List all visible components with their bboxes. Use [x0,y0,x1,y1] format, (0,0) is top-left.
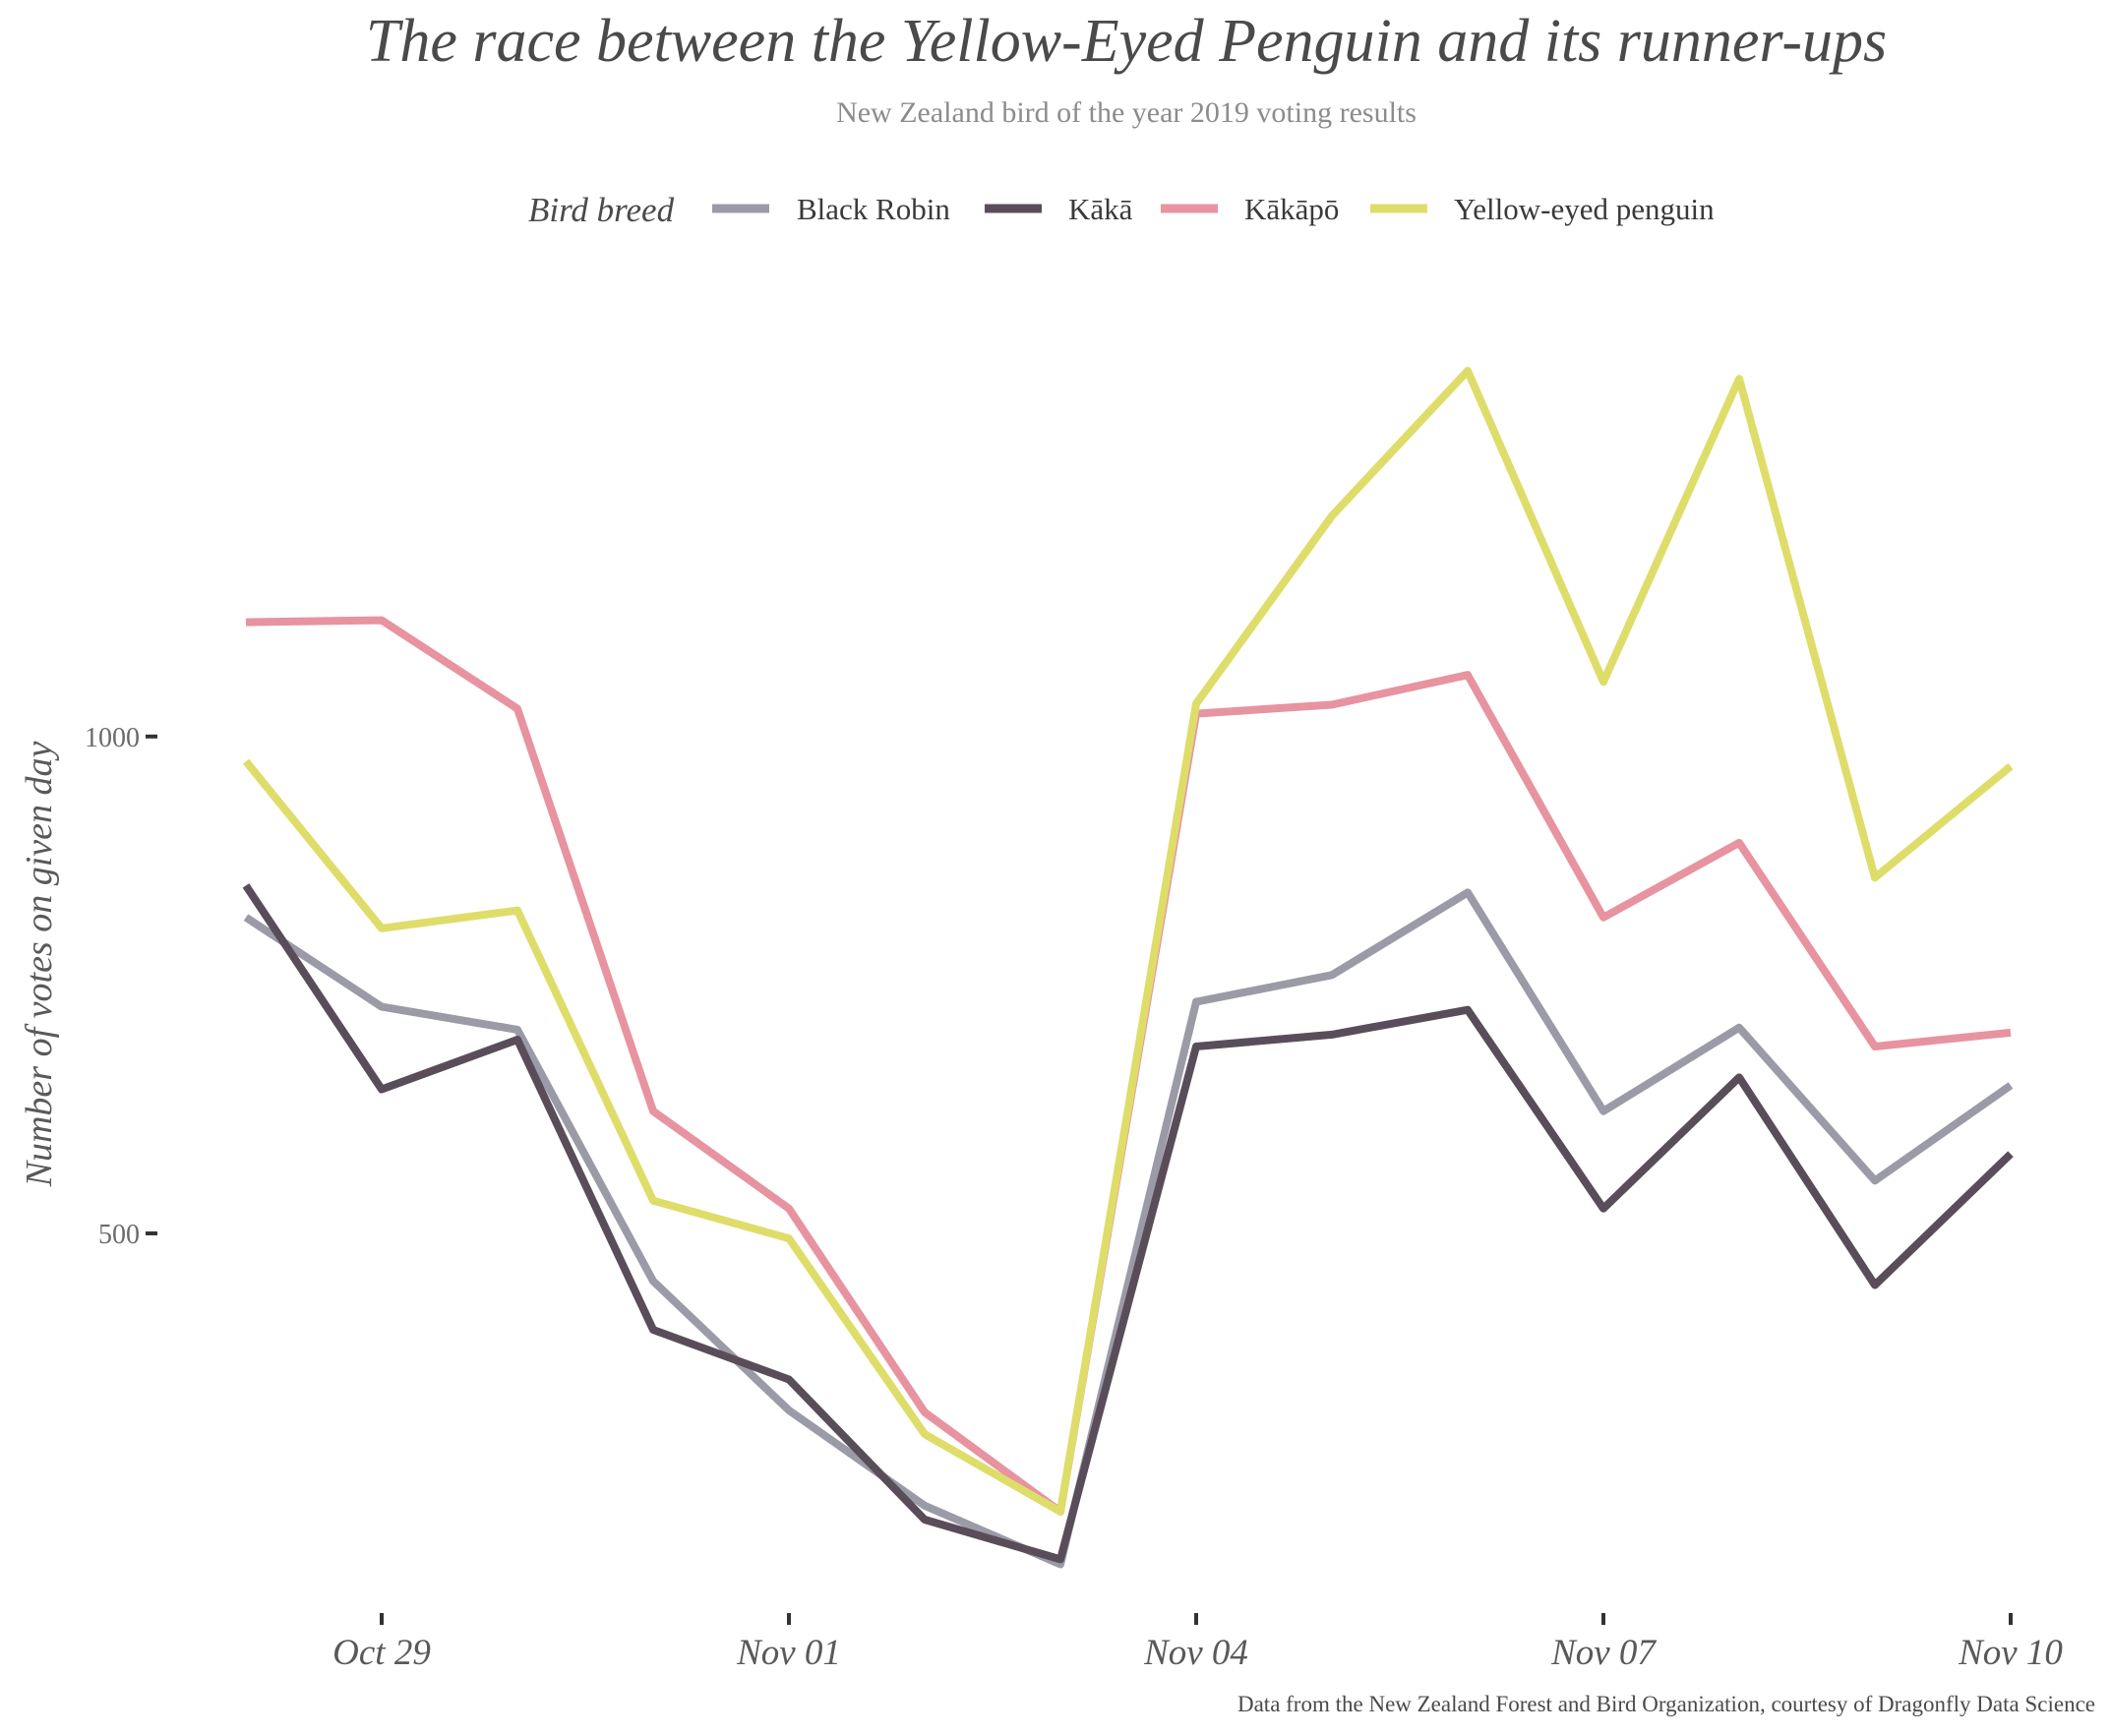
x-tick-label-nov-10: Nov 10 [1958,1633,2063,1673]
series-line-yellow-eyed-penguin [242,367,2014,1516]
legend-label-kaka: Kākā [1068,192,1133,226]
y-tick-label-500: 500 [98,1220,140,1250]
x-tick-label-oct-29: Oct 29 [332,1633,431,1673]
legend-title: Bird breed [528,191,675,229]
chart-subtitle: New Zealand bird of the year 2019 voting… [836,96,1417,129]
y-axis: 500 1000 [85,723,157,1250]
x-axis: Nov 01 Nov 04 Nov 07 Nov 10 Oct 29 [332,1613,2063,1673]
y-axis-label: Number of votes on given day [19,741,60,1187]
x-tick-label-nov-07: Nov 07 [1550,1633,1657,1673]
legend-label-black-robin: Black Robin [797,192,950,226]
x-tick-label-nov-04: Nov 04 [1143,1633,1248,1673]
y-tick-label-1000: 1000 [85,723,140,753]
legend: Bird breed Black Robin Kākā Kākāpō Yello… [528,191,1715,229]
chart-title: The race between the Yellow-Eyed Penguin… [366,8,1887,75]
x-tick-label-nov-01: Nov 01 [736,1633,841,1673]
legend-label-kakapo: Kākāpō [1244,192,1339,226]
series-line-kakapo [245,616,2012,1516]
series-line-kaka [242,883,2014,1564]
series-layer [242,367,2014,1569]
chart-caption: Data from the New Zealand Forest and Bir… [1237,1692,2095,1716]
legend-label-yellow-eyed-penguin: Yellow-eyed penguin [1454,192,1715,226]
series-line-black-robin [243,888,2014,1569]
